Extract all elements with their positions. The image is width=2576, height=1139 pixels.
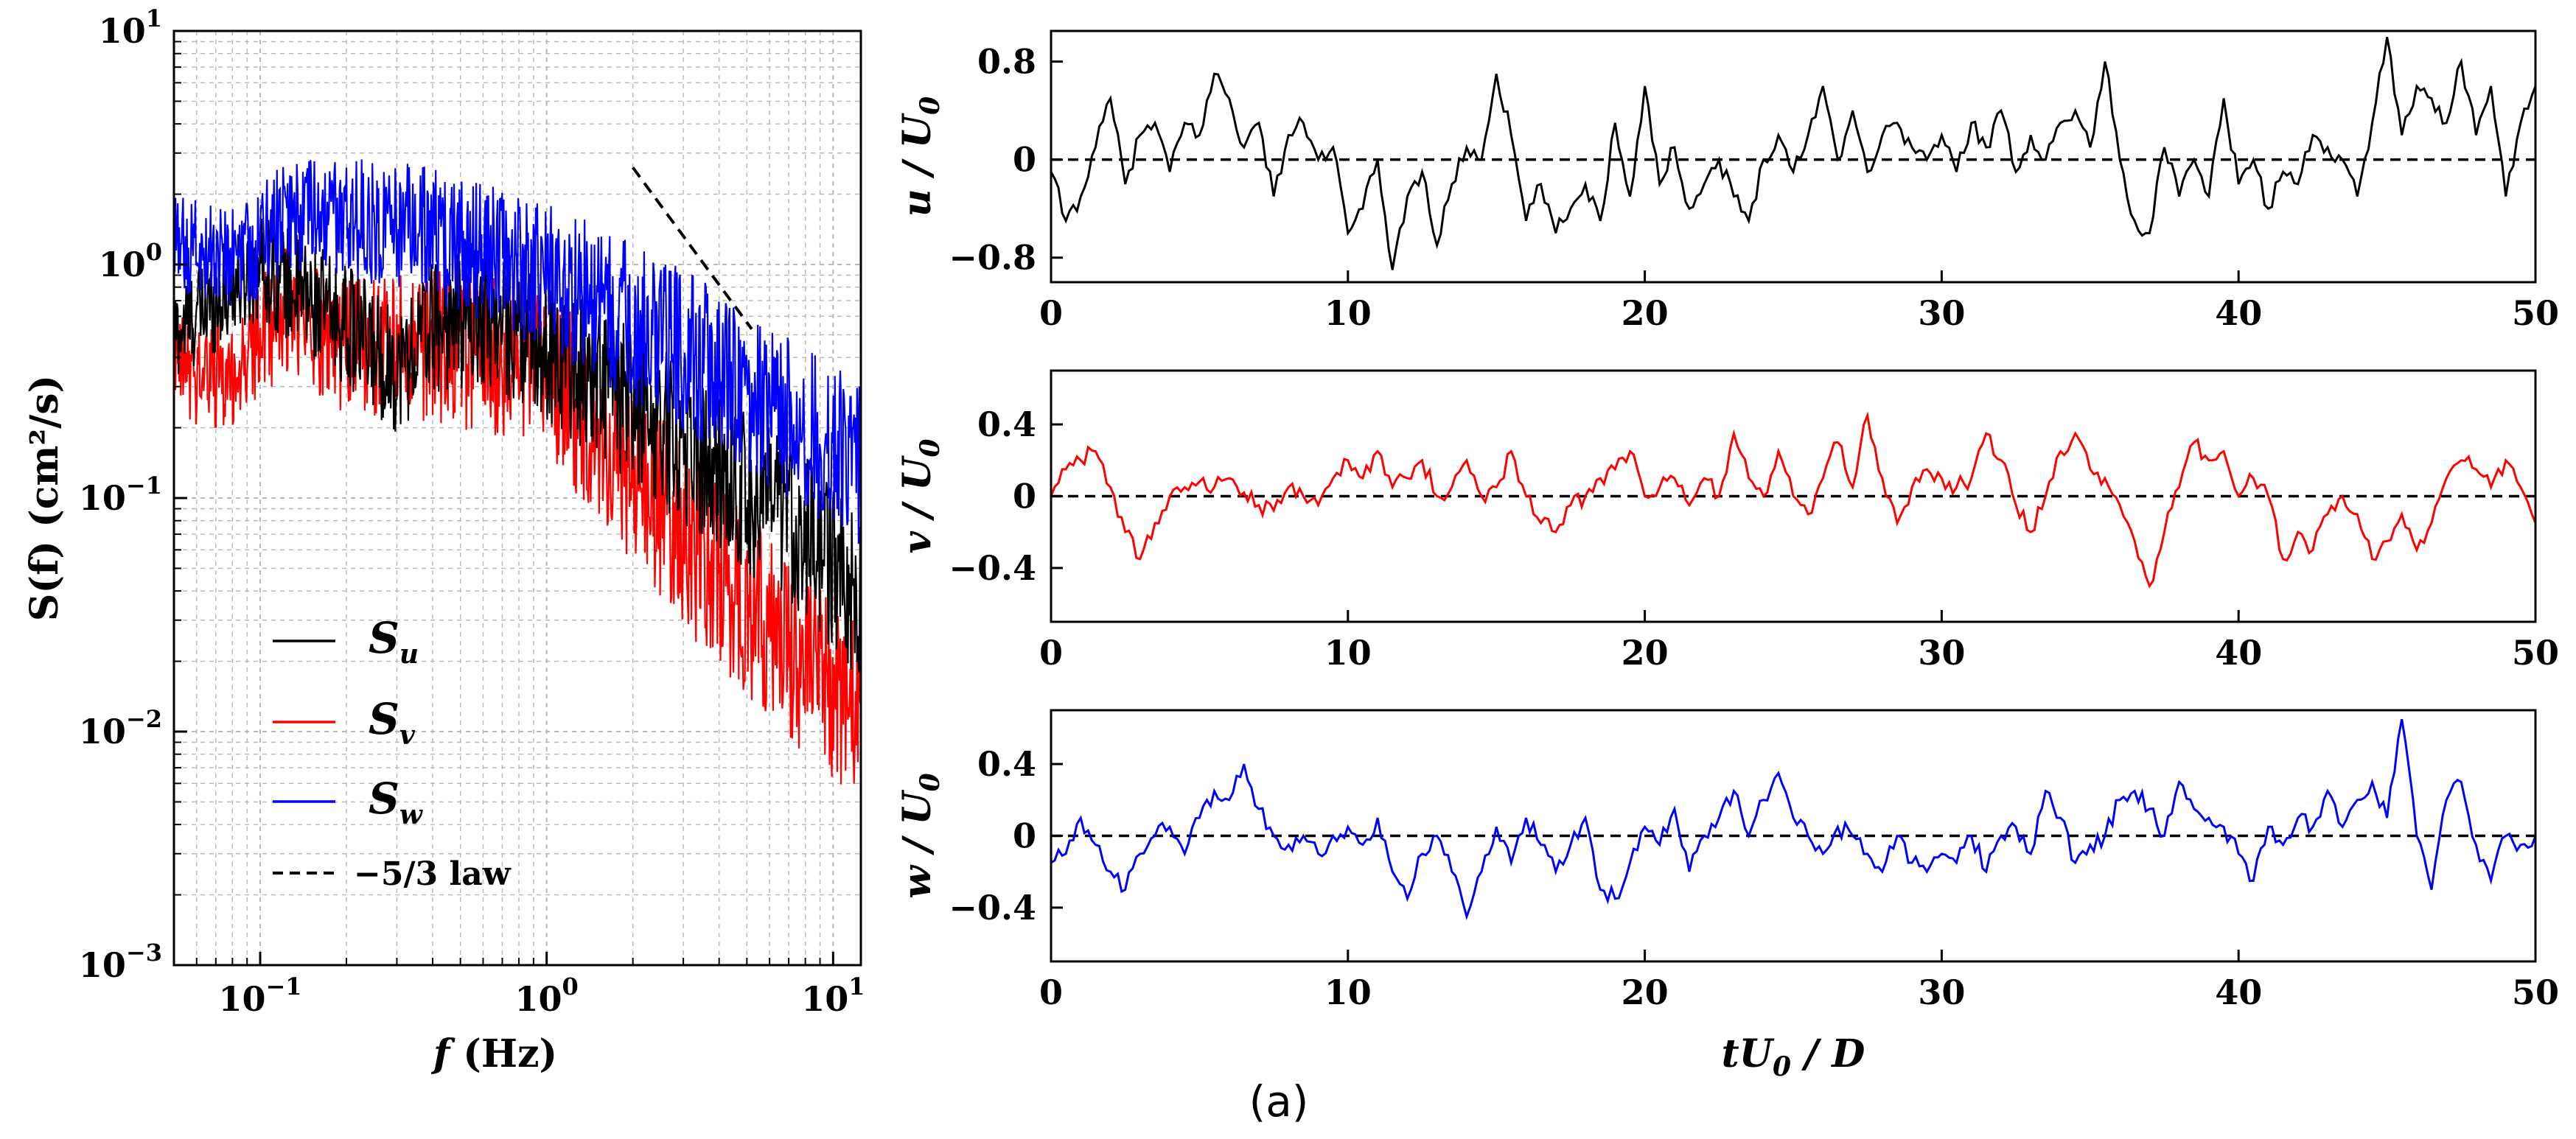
y-tick-label: 0.8 [977, 42, 1036, 82]
x-tick-label: 50 [2512, 633, 2559, 673]
y-tick-label: 0 [1013, 477, 1036, 516]
spectrum-legend: Su Sv Sw −5/3 law [273, 613, 512, 893]
x-tick-label: 30 [1918, 633, 1965, 673]
x-tick-label: 40 [2215, 293, 2262, 333]
x-tick-label: 10 [1324, 972, 1372, 1012]
y-tick-label: −0.4 [949, 548, 1036, 588]
spectrum-line-s-w [172, 159, 862, 544]
spectrum-grid [173, 30, 861, 966]
panel-frame [1050, 29, 2537, 284]
x-tick-label: 10−1 [218, 972, 301, 1019]
time-series-panel-v-u0: 0 10 20 30 40 50 0.4 0 −0.4v / U0 [895, 369, 2559, 673]
x-tick-label: 10 [1324, 633, 1372, 673]
y-axis-label: v / U0 [895, 439, 946, 554]
spectrum-ticks: 10−1 100 101 10−3 10−2 10−1 100 101 [79, 4, 865, 1019]
time-series-line [1050, 411, 2537, 589]
x-tick-label: 40 [2215, 633, 2262, 673]
y-tick-label: −0.8 [949, 238, 1036, 278]
spectrum-series-group [172, 159, 862, 785]
time-series-panel-w-u0: 0 10 20 30 40 50 0.4 0 −0.4w / U0 tU0 / D [895, 709, 2559, 1082]
x-tick-label: 10 [1324, 293, 1372, 333]
legend-s-w-label: Sw [369, 774, 424, 830]
time-series-line [1050, 37, 2537, 270]
legend-5-3-law-label: −5/3 law [354, 855, 512, 893]
x-tick-label: 100 [515, 972, 579, 1019]
spectrum-y-axis-label: S(f) (cm²/s) [22, 375, 67, 621]
reference-line-group [632, 167, 753, 330]
y-tick-label: 0.4 [977, 404, 1036, 444]
x-tick-label: 20 [1622, 972, 1669, 1012]
y-tick-label: 10−2 [79, 705, 162, 751]
y-tick-label: 0 [1013, 816, 1036, 856]
figure-caption: (a) [1249, 1076, 1309, 1126]
y-tick-label: 10−1 [79, 472, 162, 518]
x-tick-label: 30 [1918, 293, 1965, 333]
x-tick-label: 101 [801, 972, 865, 1019]
spectrum-x-axis-label: f (Hz) [430, 1031, 557, 1076]
y-tick-label: 0 [1013, 140, 1036, 180]
time-series-panel-u-u0: 0 10 20 30 40 500.80−0.8u / U0 [895, 29, 2559, 333]
x-tick-label: 20 [1622, 293, 1669, 333]
legend-s-v-label: Sv [369, 694, 416, 751]
x-tick-label: 50 [2512, 972, 2559, 1012]
x-tick-label: 0 [1039, 293, 1063, 333]
x-tick-label: 30 [1918, 972, 1965, 1012]
x-tick-label: 20 [1622, 633, 1669, 673]
time-series-line [1050, 718, 2537, 921]
x-tick-label: 50 [2512, 293, 2559, 333]
x-axis-label: tU0 / D [1722, 1031, 1865, 1082]
x-tick-label: 40 [2215, 972, 2262, 1012]
y-axis-label: w / U0 [895, 773, 946, 898]
reference-line-5-3-law [632, 167, 753, 330]
time-series-charts: 0 10 20 30 40 500.80−0.8u / U00 10 20 30 40 500.40… [895, 29, 2559, 1082]
x-tick-label: 0 [1039, 633, 1063, 673]
spectrum-chart: 10−1 100 101 10−3 10−2 10−1 100 101 Su Sv Sw −5/3 … [22, 4, 865, 1076]
y-tick-label: −0.4 [949, 888, 1036, 928]
y-tick-label: 100 [99, 238, 162, 284]
x-tick-label: 0 [1039, 972, 1063, 1012]
legend-s-u-label: Su [369, 613, 419, 670]
y-tick-label: 101 [99, 4, 162, 51]
y-tick-label: 0.4 [977, 744, 1036, 784]
y-axis-label: u / U0 [895, 97, 946, 217]
y-tick-label: 10−3 [79, 939, 162, 985]
